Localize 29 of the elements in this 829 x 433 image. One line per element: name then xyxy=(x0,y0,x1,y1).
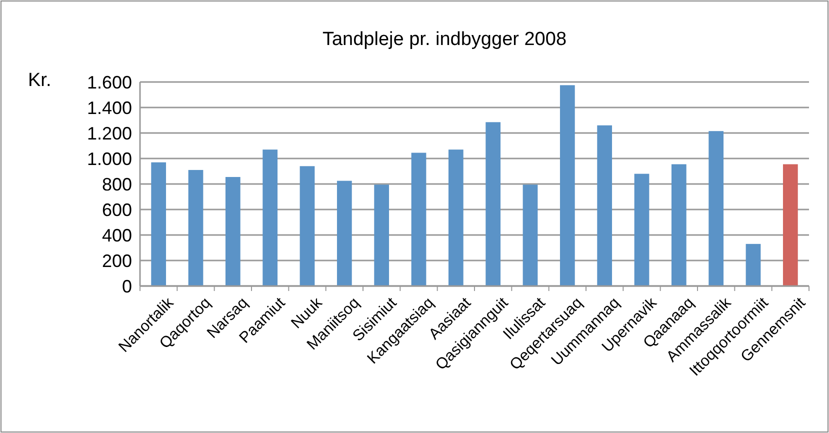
y-tick-label: 800 xyxy=(102,174,132,194)
bar xyxy=(448,150,464,286)
bar xyxy=(262,150,278,286)
bar xyxy=(300,166,315,286)
y-tick-label: 1.200 xyxy=(86,123,132,144)
y-tick-label: 1.400 xyxy=(86,98,132,118)
bar xyxy=(708,131,724,286)
bar xyxy=(336,180,352,286)
bar xyxy=(374,184,390,286)
y-tick-label: 1.000 xyxy=(86,148,132,169)
bar xyxy=(671,164,686,286)
bar xyxy=(522,184,538,286)
y-tick-label: 200 xyxy=(102,250,132,271)
y-tick-label: 400 xyxy=(102,225,132,246)
chart-title: Tandpleje pr. indbygger 2008 xyxy=(322,29,567,50)
bar xyxy=(486,122,501,286)
bar xyxy=(746,244,761,286)
bar xyxy=(151,162,166,286)
bar xyxy=(225,176,240,286)
y-tick-label: 600 xyxy=(102,200,132,220)
y-tick-label: 0 xyxy=(122,276,132,296)
bar xyxy=(560,85,575,286)
bar xyxy=(411,152,426,286)
bar xyxy=(188,170,204,286)
bar xyxy=(597,125,612,286)
bar xyxy=(782,164,798,286)
bar xyxy=(634,174,650,286)
y-axis-title: Kr. xyxy=(28,70,52,91)
y-tick-label: 1.600 xyxy=(86,72,132,92)
